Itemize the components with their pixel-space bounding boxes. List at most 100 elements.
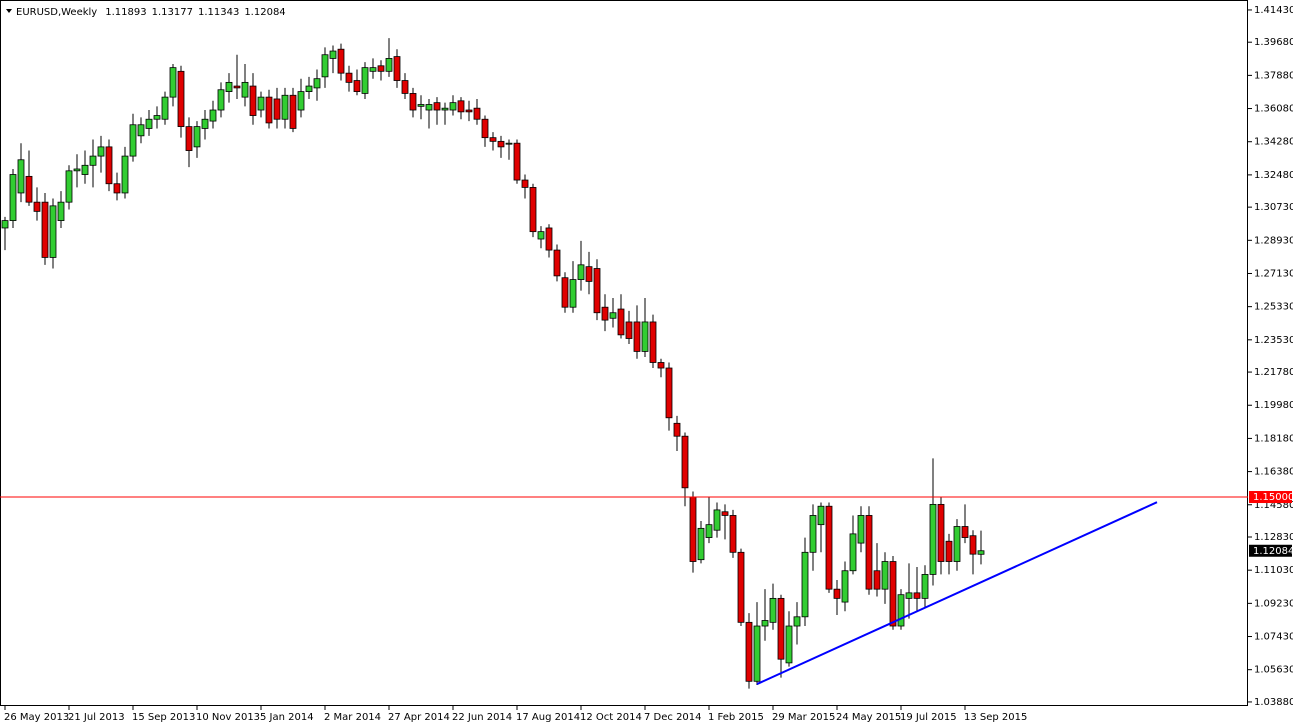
candle-body	[65, 170, 73, 203]
header-price: 1.12084	[244, 7, 285, 18]
x-tick-label: 29 Mar 2015	[772, 712, 835, 723]
x-tick-label: 24 May 2015	[836, 712, 901, 723]
candle-body	[113, 183, 121, 194]
candle-body	[377, 65, 385, 72]
candle-body	[729, 515, 737, 553]
y-tick-label: 1.18180	[1254, 433, 1293, 444]
candle-body	[313, 78, 321, 89]
candle-body	[713, 509, 721, 531]
candle-body	[689, 496, 697, 562]
candle-body	[233, 85, 241, 89]
x-tick-label: 13 Sep 2015	[964, 712, 1027, 723]
y-tick-label: 1.39680	[1254, 37, 1293, 48]
candle-body	[625, 321, 633, 339]
candle-body	[825, 505, 833, 590]
candle-body	[121, 155, 129, 194]
candle-body	[473, 107, 481, 120]
candle-body	[665, 367, 673, 419]
candle-body	[265, 96, 273, 124]
candle-body	[921, 574, 929, 599]
candle-body	[577, 264, 585, 280]
candle-body	[513, 142, 521, 181]
candle-body	[809, 515, 817, 553]
y-tick-label: 1.07430	[1254, 632, 1293, 643]
candle-body	[145, 118, 153, 129]
candle-body	[505, 142, 513, 145]
y-tick-label: 1.25330	[1254, 302, 1293, 313]
candle-body	[17, 159, 25, 194]
candle-body	[593, 268, 601, 314]
candle-body	[649, 321, 657, 363]
candle-body	[465, 109, 473, 113]
candle-body	[129, 124, 137, 157]
candle-body	[425, 104, 433, 111]
candle-body	[257, 96, 265, 111]
candle-body	[57, 201, 65, 221]
y-tick-label: 1.32480	[1254, 170, 1293, 181]
candle-body	[185, 126, 193, 151]
candle-body	[841, 570, 849, 603]
candle-body	[305, 85, 313, 92]
y-tick-label: 1.37880	[1254, 70, 1293, 81]
candle-body	[801, 551, 809, 618]
y-tick-label: 1.12830	[1254, 532, 1293, 543]
hline-label-box	[1249, 491, 1292, 504]
chart-title: EURUSD,Weekly	[16, 7, 97, 18]
candle-body	[89, 155, 97, 166]
candle-body	[849, 533, 857, 572]
candle-body	[641, 321, 649, 352]
candle-body	[193, 126, 201, 148]
y-tick-label: 1.05630	[1254, 665, 1293, 676]
candle-body	[201, 118, 209, 129]
y-tick-label: 1.27130	[1254, 268, 1293, 279]
y-tick-label: 1.41430	[1254, 5, 1293, 16]
candle-body	[345, 72, 353, 83]
candle-body	[137, 124, 145, 137]
candle-body	[617, 308, 625, 336]
header-price: 1.11343	[198, 7, 239, 18]
candle-body	[449, 102, 457, 111]
candle-body	[433, 102, 441, 111]
candle-body	[417, 104, 425, 107]
candle-body	[153, 115, 161, 120]
candle-body	[273, 98, 281, 120]
candle-body	[673, 422, 681, 437]
x-tick-label: 12 Oct 2014	[580, 712, 642, 723]
candle-body	[785, 625, 793, 664]
candle-body	[497, 140, 505, 148]
y-tick-label: 1.16380	[1254, 467, 1293, 478]
candle-body	[105, 146, 113, 185]
candle-body	[937, 503, 945, 562]
candle-body	[177, 70, 185, 128]
candle-body	[481, 118, 489, 139]
candle-body	[857, 515, 865, 544]
candle-body	[753, 625, 761, 682]
candle-body	[777, 597, 785, 660]
candle-body	[953, 526, 961, 562]
candle-body	[681, 435, 689, 489]
candle-body	[289, 94, 297, 129]
y-tick-label: 1.34280	[1254, 137, 1293, 148]
x-tick-label: 10 Nov 2013	[196, 712, 260, 723]
candle-body	[161, 96, 169, 120]
candle-body	[833, 588, 841, 599]
candle-body	[913, 592, 921, 599]
candle-body	[217, 89, 225, 111]
candle-body	[241, 81, 249, 98]
y-tick-label: 1.30730	[1254, 202, 1293, 213]
candle-body	[609, 312, 617, 319]
candle-body	[585, 266, 593, 282]
candle-body	[297, 91, 305, 111]
y-tick-label: 1.03880	[1254, 697, 1293, 708]
candle-body	[969, 535, 977, 555]
candle-body	[737, 551, 745, 623]
candle-body	[769, 597, 777, 623]
candle-body	[73, 168, 81, 172]
candle-body	[33, 201, 41, 212]
candle-body	[409, 93, 417, 111]
candle-body	[897, 594, 905, 627]
x-tick-label: 1 Feb 2015	[708, 712, 764, 723]
